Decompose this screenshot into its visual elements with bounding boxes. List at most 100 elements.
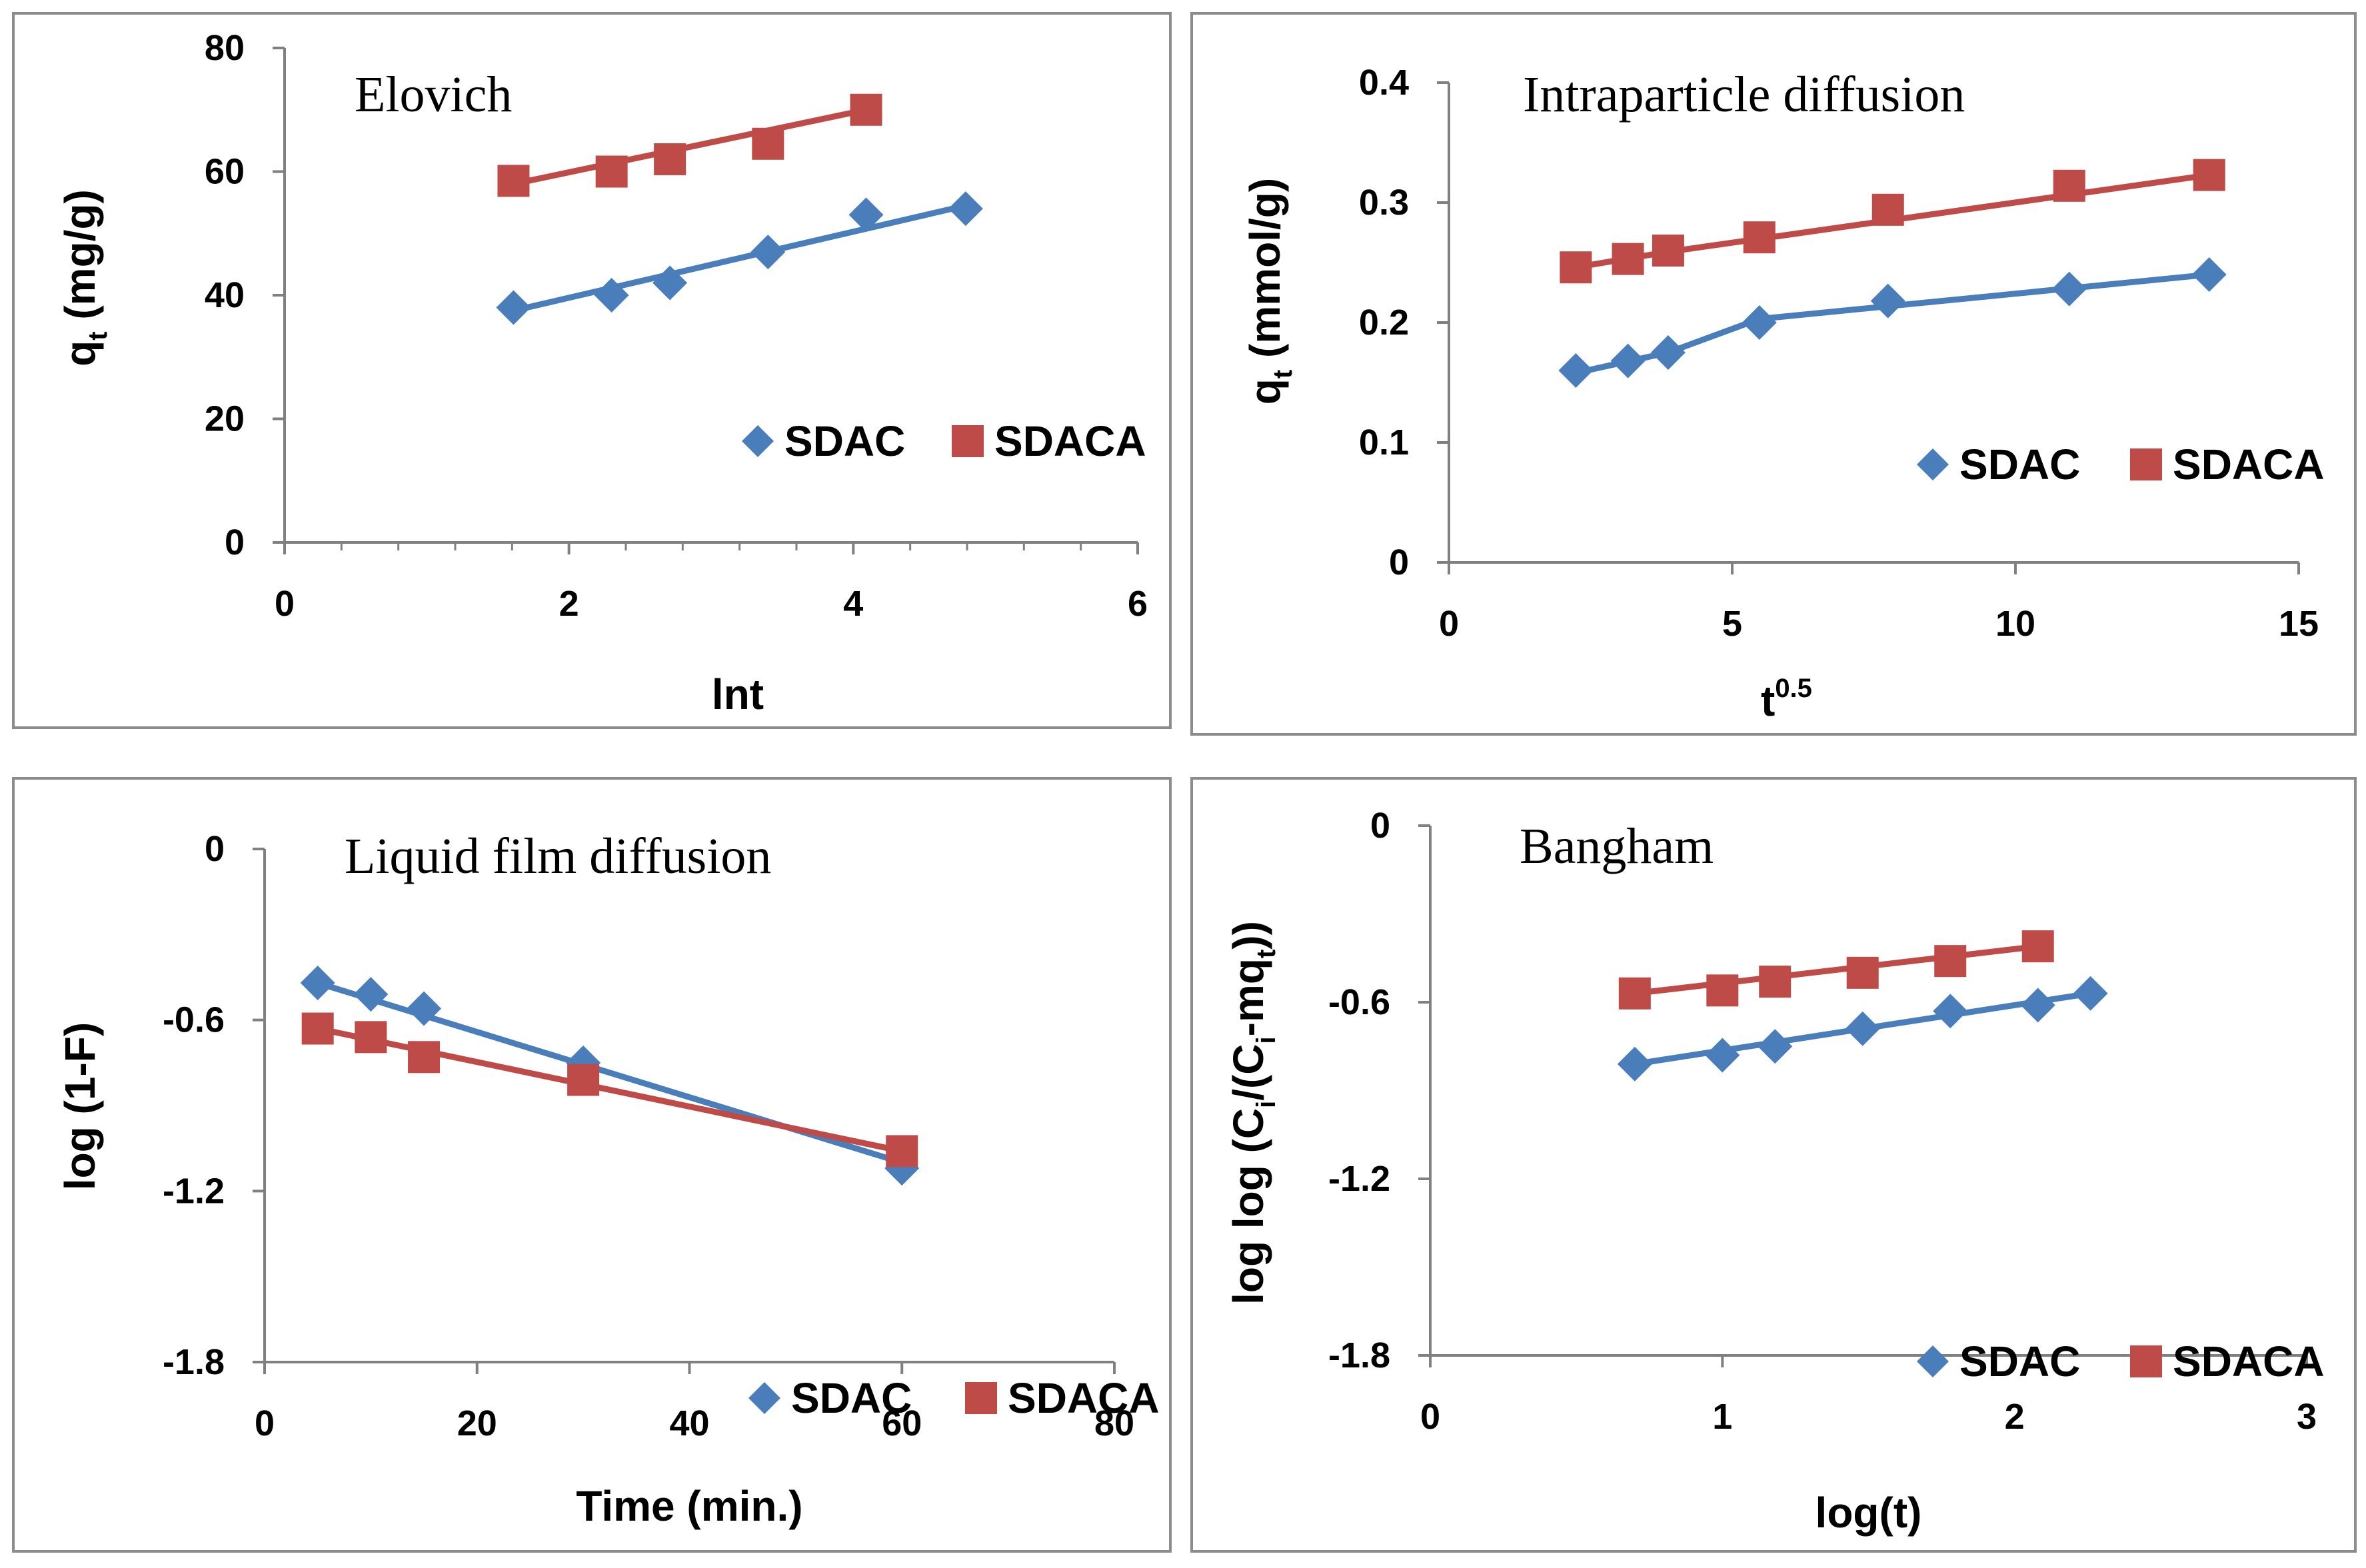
sdaca-legend-marker <box>965 1382 997 1414</box>
sdac-point <box>1617 1046 1652 1082</box>
x-tick-label: 6 <box>1128 584 1148 624</box>
x-tick-label: 2 <box>2005 1397 2025 1437</box>
sdac-fit-line <box>513 203 966 314</box>
x-tick-label: 60 <box>882 1403 922 1443</box>
sdaca-fit-line <box>1634 943 2039 997</box>
x-axis-label: log(t) <box>1815 1489 1922 1537</box>
sdaca-point <box>1743 221 1775 254</box>
sdac-legend-marker <box>742 425 774 457</box>
sdac-point <box>566 1045 601 1080</box>
sdac-legend-marker <box>1917 1345 1949 1377</box>
y-axis-label-group: qt (mg/g) <box>56 189 113 367</box>
sdaca-point <box>654 143 686 175</box>
x-axis-label: lnt <box>712 670 764 718</box>
sdaca-legend-label: SDACA <box>994 417 1146 465</box>
x-tick-label: 15 <box>2279 604 2319 644</box>
chart-title: Intraparticle diffusion <box>1523 67 1965 123</box>
y-tick-label: 40 <box>205 275 245 315</box>
sdaca-legend-label: SDACA <box>2173 1337 2325 1385</box>
sdac-point <box>1758 1029 1793 1064</box>
y-tick-label: 60 <box>205 152 245 192</box>
sdaca-fit-line <box>317 1026 903 1154</box>
bangham-chart-panel: -1.8 -1.2 -0.6 0 0 1 2 3 Bangham log(t) log log (C… <box>1190 777 2357 1553</box>
y-axis-label-group: log (1-F) <box>56 1022 104 1190</box>
sdaca-point <box>2193 159 2225 191</box>
sdac-point <box>594 278 629 313</box>
sdaca-legend-label: SDACA <box>1008 1374 1160 1422</box>
sdac-point <box>848 197 884 233</box>
x-tick-label: 80 <box>1094 1403 1134 1443</box>
sdaca-point <box>1934 945 1967 978</box>
y-axis-label: qt (mg/g) <box>56 189 113 367</box>
y-tick-label: 80 <box>205 28 245 68</box>
x-tick-label: 5 <box>1722 604 1742 644</box>
y-axis-label: log log (Ci/(Ci-mqt)) <box>1224 921 1281 1305</box>
sdac-point <box>2073 976 2108 1011</box>
x-tick-label: 40 <box>669 1403 709 1443</box>
sdaca-point <box>1706 974 1739 1007</box>
sdac-point <box>1845 1011 1880 1046</box>
sdac-legend-marker <box>748 1382 780 1414</box>
chart-title: Elovich <box>355 67 512 123</box>
y-tick-label: -1.8 <box>1328 1335 1390 1375</box>
x-tick-label: 2 <box>559 584 579 624</box>
sdaca-legend-marker <box>2130 1345 2162 1377</box>
sdaca-point <box>1612 243 1644 275</box>
elovich-chart: 0 20 40 60 80 0 2 4 6 Elovich lnt qt (mg/g) SDAC SDAC… <box>56 28 1148 718</box>
sdac-legend-label: SDAC <box>784 417 905 465</box>
y-tick-label: 20 <box>205 399 245 439</box>
x-tick-label: 0 <box>1439 604 1459 644</box>
y-axis-label-group: log log (Ci/(Ci-mqt)) <box>1224 921 1281 1305</box>
sdaca-point <box>408 1041 441 1074</box>
sdac-legend-label: SDAC <box>1959 1337 2080 1385</box>
sdaca-point <box>752 127 784 160</box>
sdaca-point <box>355 1021 387 1054</box>
sdac-legend-marker <box>1917 448 1949 480</box>
sdac-point <box>2020 988 2055 1023</box>
liquid-film-diffusion-chart-panel: -1.8 -1.2 -0.6 0 0 20 40 60 80 Liquid film diffus… <box>12 777 1172 1553</box>
y-tick-label: -1.2 <box>163 1171 225 1211</box>
sdaca-fit-line <box>513 107 867 187</box>
y-tick-label: 0 <box>205 829 225 869</box>
sdaca-legend-marker <box>952 425 984 457</box>
sdaca-point <box>1759 966 1791 998</box>
sdaca-point <box>2053 169 2085 202</box>
sdaca-point <box>2021 930 2054 963</box>
sdaca-point <box>1871 193 1904 226</box>
sdaca-point <box>886 1135 918 1168</box>
sdac-point <box>300 966 335 1001</box>
sdaca-point <box>1846 956 1879 989</box>
sdaca-point <box>497 165 530 197</box>
intraparticle-diffusion-chart-panel: 0 0.1 0.2 0.3 0.4 0 5 10 15 Intraparticle diffusi… <box>1190 12 2357 736</box>
sdac-point <box>652 265 688 301</box>
sdac-point <box>2051 271 2087 307</box>
elovich-chart-panel: 0 20 40 60 80 0 2 4 6 Elovich lnt qt (mg/g) SDAC SDAC… <box>12 12 1172 729</box>
y-tick-label: 0.2 <box>1359 303 1409 343</box>
sdac-point <box>2191 257 2227 292</box>
x-tick-label: 20 <box>457 1403 497 1443</box>
y-axis-label-group: qt (mmol/g) <box>1241 178 1298 404</box>
sdaca-point <box>1618 977 1651 1010</box>
x-tick-label: 3 <box>2297 1397 2317 1437</box>
sdaca-legend-label: SDACA <box>2173 440 2325 488</box>
sdac-point <box>1933 994 1968 1029</box>
y-tick-label: 0 <box>1370 806 1390 846</box>
sdaca-point <box>595 155 628 188</box>
y-tick-label: 0.3 <box>1359 183 1409 223</box>
sdac-legend-label: SDAC <box>1959 440 2080 488</box>
sdaca-point <box>567 1064 600 1096</box>
sdaca-point <box>1652 235 1684 267</box>
chart-title: Liquid film diffusion <box>345 828 771 884</box>
liquid-film-diffusion-chart: -1.8 -1.2 -0.6 0 0 20 40 60 80 Liquid film diffus… <box>56 828 1160 1530</box>
x-tick-label: 4 <box>843 584 863 624</box>
sdaca-point <box>1560 251 1592 284</box>
y-tick-label: 0.4 <box>1359 63 1409 103</box>
intraparticle-diffusion-chart: 0 0.1 0.2 0.3 0.4 0 5 10 15 Intraparticle diffusi… <box>1241 63 2325 725</box>
y-tick-label: -0.6 <box>1328 982 1390 1022</box>
sdac-point <box>1558 353 1594 388</box>
sdac-point <box>948 191 983 227</box>
x-tick-label: 0 <box>1420 1397 1440 1437</box>
y-tick-label: 0.1 <box>1359 422 1409 462</box>
chart-title: Bangham <box>1520 818 1714 874</box>
y-axis-label: qt (mmol/g) <box>1241 178 1298 404</box>
